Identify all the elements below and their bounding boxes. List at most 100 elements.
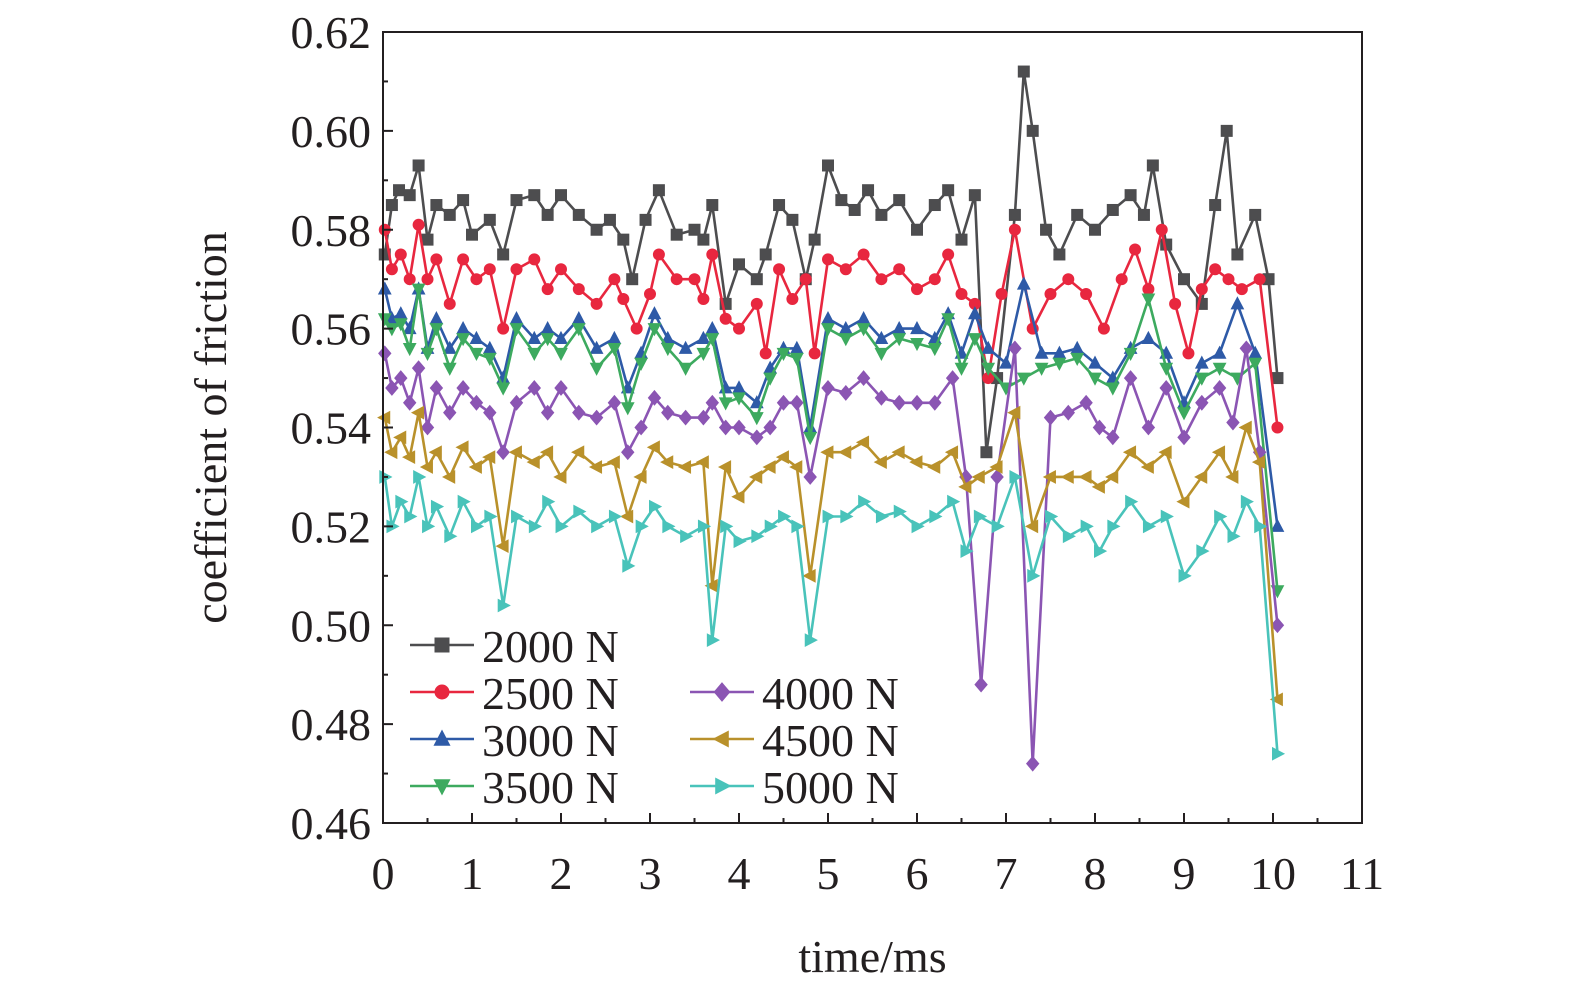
- data-point: [804, 633, 818, 647]
- data-point: [469, 347, 484, 362]
- data-point: [496, 382, 511, 396]
- data-point: [678, 409, 693, 426]
- data-point: [840, 509, 854, 524]
- data-point: [909, 455, 923, 469]
- series-4000-n: [378, 340, 1285, 772]
- x-tick-label: 5: [817, 848, 840, 899]
- data-point: [990, 469, 1004, 485]
- data-point: [1008, 208, 1021, 221]
- data-point: [789, 352, 804, 366]
- data-point: [911, 519, 925, 534]
- x-tick-label: 11: [1340, 848, 1384, 899]
- data-point: [893, 504, 907, 519]
- data-point: [1271, 372, 1284, 385]
- data-point: [410, 405, 425, 420]
- legend-label: 3500 N: [482, 762, 619, 813]
- legend-label: 4000 N: [762, 668, 899, 719]
- data-point: [403, 273, 416, 286]
- data-point: [1070, 340, 1085, 354]
- data-point: [803, 431, 818, 446]
- series-4500-n: [377, 405, 1283, 707]
- data-point: [608, 273, 621, 286]
- data-point: [719, 297, 732, 310]
- data-point: [588, 460, 603, 474]
- data-point: [1052, 357, 1067, 371]
- data-point: [848, 203, 861, 216]
- data-point: [471, 519, 485, 534]
- data-point: [873, 455, 887, 469]
- data-point: [430, 499, 445, 514]
- data-point: [646, 440, 660, 455]
- data-point: [1008, 340, 1022, 357]
- data-point: [838, 320, 853, 335]
- data-point: [411, 283, 426, 297]
- data-point: [541, 208, 554, 221]
- x-tick-label: 4: [728, 848, 751, 899]
- data-point: [789, 460, 803, 474]
- data-point: [688, 223, 701, 236]
- data-point: [384, 445, 398, 460]
- data-point: [718, 397, 733, 411]
- data-point: [1272, 746, 1286, 761]
- data-point: [1040, 223, 1053, 236]
- data-point: [511, 509, 525, 524]
- data-point: [1178, 568, 1192, 583]
- data-point: [402, 342, 417, 357]
- data-point: [718, 419, 733, 436]
- legend-item: 2000 N: [410, 621, 619, 672]
- data-point: [652, 184, 665, 197]
- data-point: [697, 233, 710, 246]
- data-point: [527, 330, 542, 344]
- data-point: [1125, 494, 1139, 509]
- data-point: [589, 340, 604, 354]
- data-point: [1142, 283, 1155, 296]
- data-point: [1269, 692, 1283, 707]
- data-point: [555, 263, 567, 276]
- data-point: [974, 676, 988, 693]
- data-point: [1142, 519, 1157, 534]
- x-tick-label: 7: [995, 848, 1018, 899]
- data-point: [750, 297, 763, 310]
- data-point: [696, 347, 711, 362]
- data-point: [1008, 223, 1021, 236]
- data-point: [649, 499, 663, 514]
- data-point: [981, 340, 996, 354]
- data-point: [750, 273, 763, 286]
- data-point: [891, 445, 905, 460]
- data-point: [749, 412, 764, 426]
- data-point: [404, 509, 418, 524]
- data-point: [385, 199, 398, 212]
- data-point: [1230, 296, 1245, 310]
- data-point: [1025, 755, 1040, 772]
- data-point: [981, 362, 996, 376]
- data-point: [857, 248, 870, 261]
- data-point: [706, 633, 720, 647]
- data-point: [874, 330, 889, 344]
- data-point: [821, 323, 835, 337]
- data-point: [706, 248, 719, 261]
- data-point: [620, 509, 634, 524]
- data-point: [1141, 330, 1156, 344]
- data-point: [402, 394, 417, 411]
- data-point: [1209, 263, 1222, 276]
- data-point: [1043, 409, 1058, 426]
- data-point: [820, 445, 834, 460]
- x-axis-title: time/ms: [798, 931, 946, 982]
- data-point: [875, 509, 890, 524]
- data-point: [705, 394, 720, 411]
- data-point: [1222, 273, 1235, 286]
- data-point: [1026, 124, 1039, 137]
- data-point: [539, 445, 554, 460]
- data-point: [799, 273, 812, 286]
- data-point: [484, 509, 498, 524]
- data-point: [1240, 494, 1254, 509]
- data-point: [732, 392, 746, 406]
- legend-label: 4500 N: [762, 715, 899, 766]
- data-point: [928, 394, 942, 411]
- data-point: [821, 311, 835, 325]
- data-point: [1089, 223, 1101, 236]
- data-point: [1141, 293, 1156, 307]
- data-point: [855, 435, 870, 450]
- data-point: [1270, 518, 1285, 532]
